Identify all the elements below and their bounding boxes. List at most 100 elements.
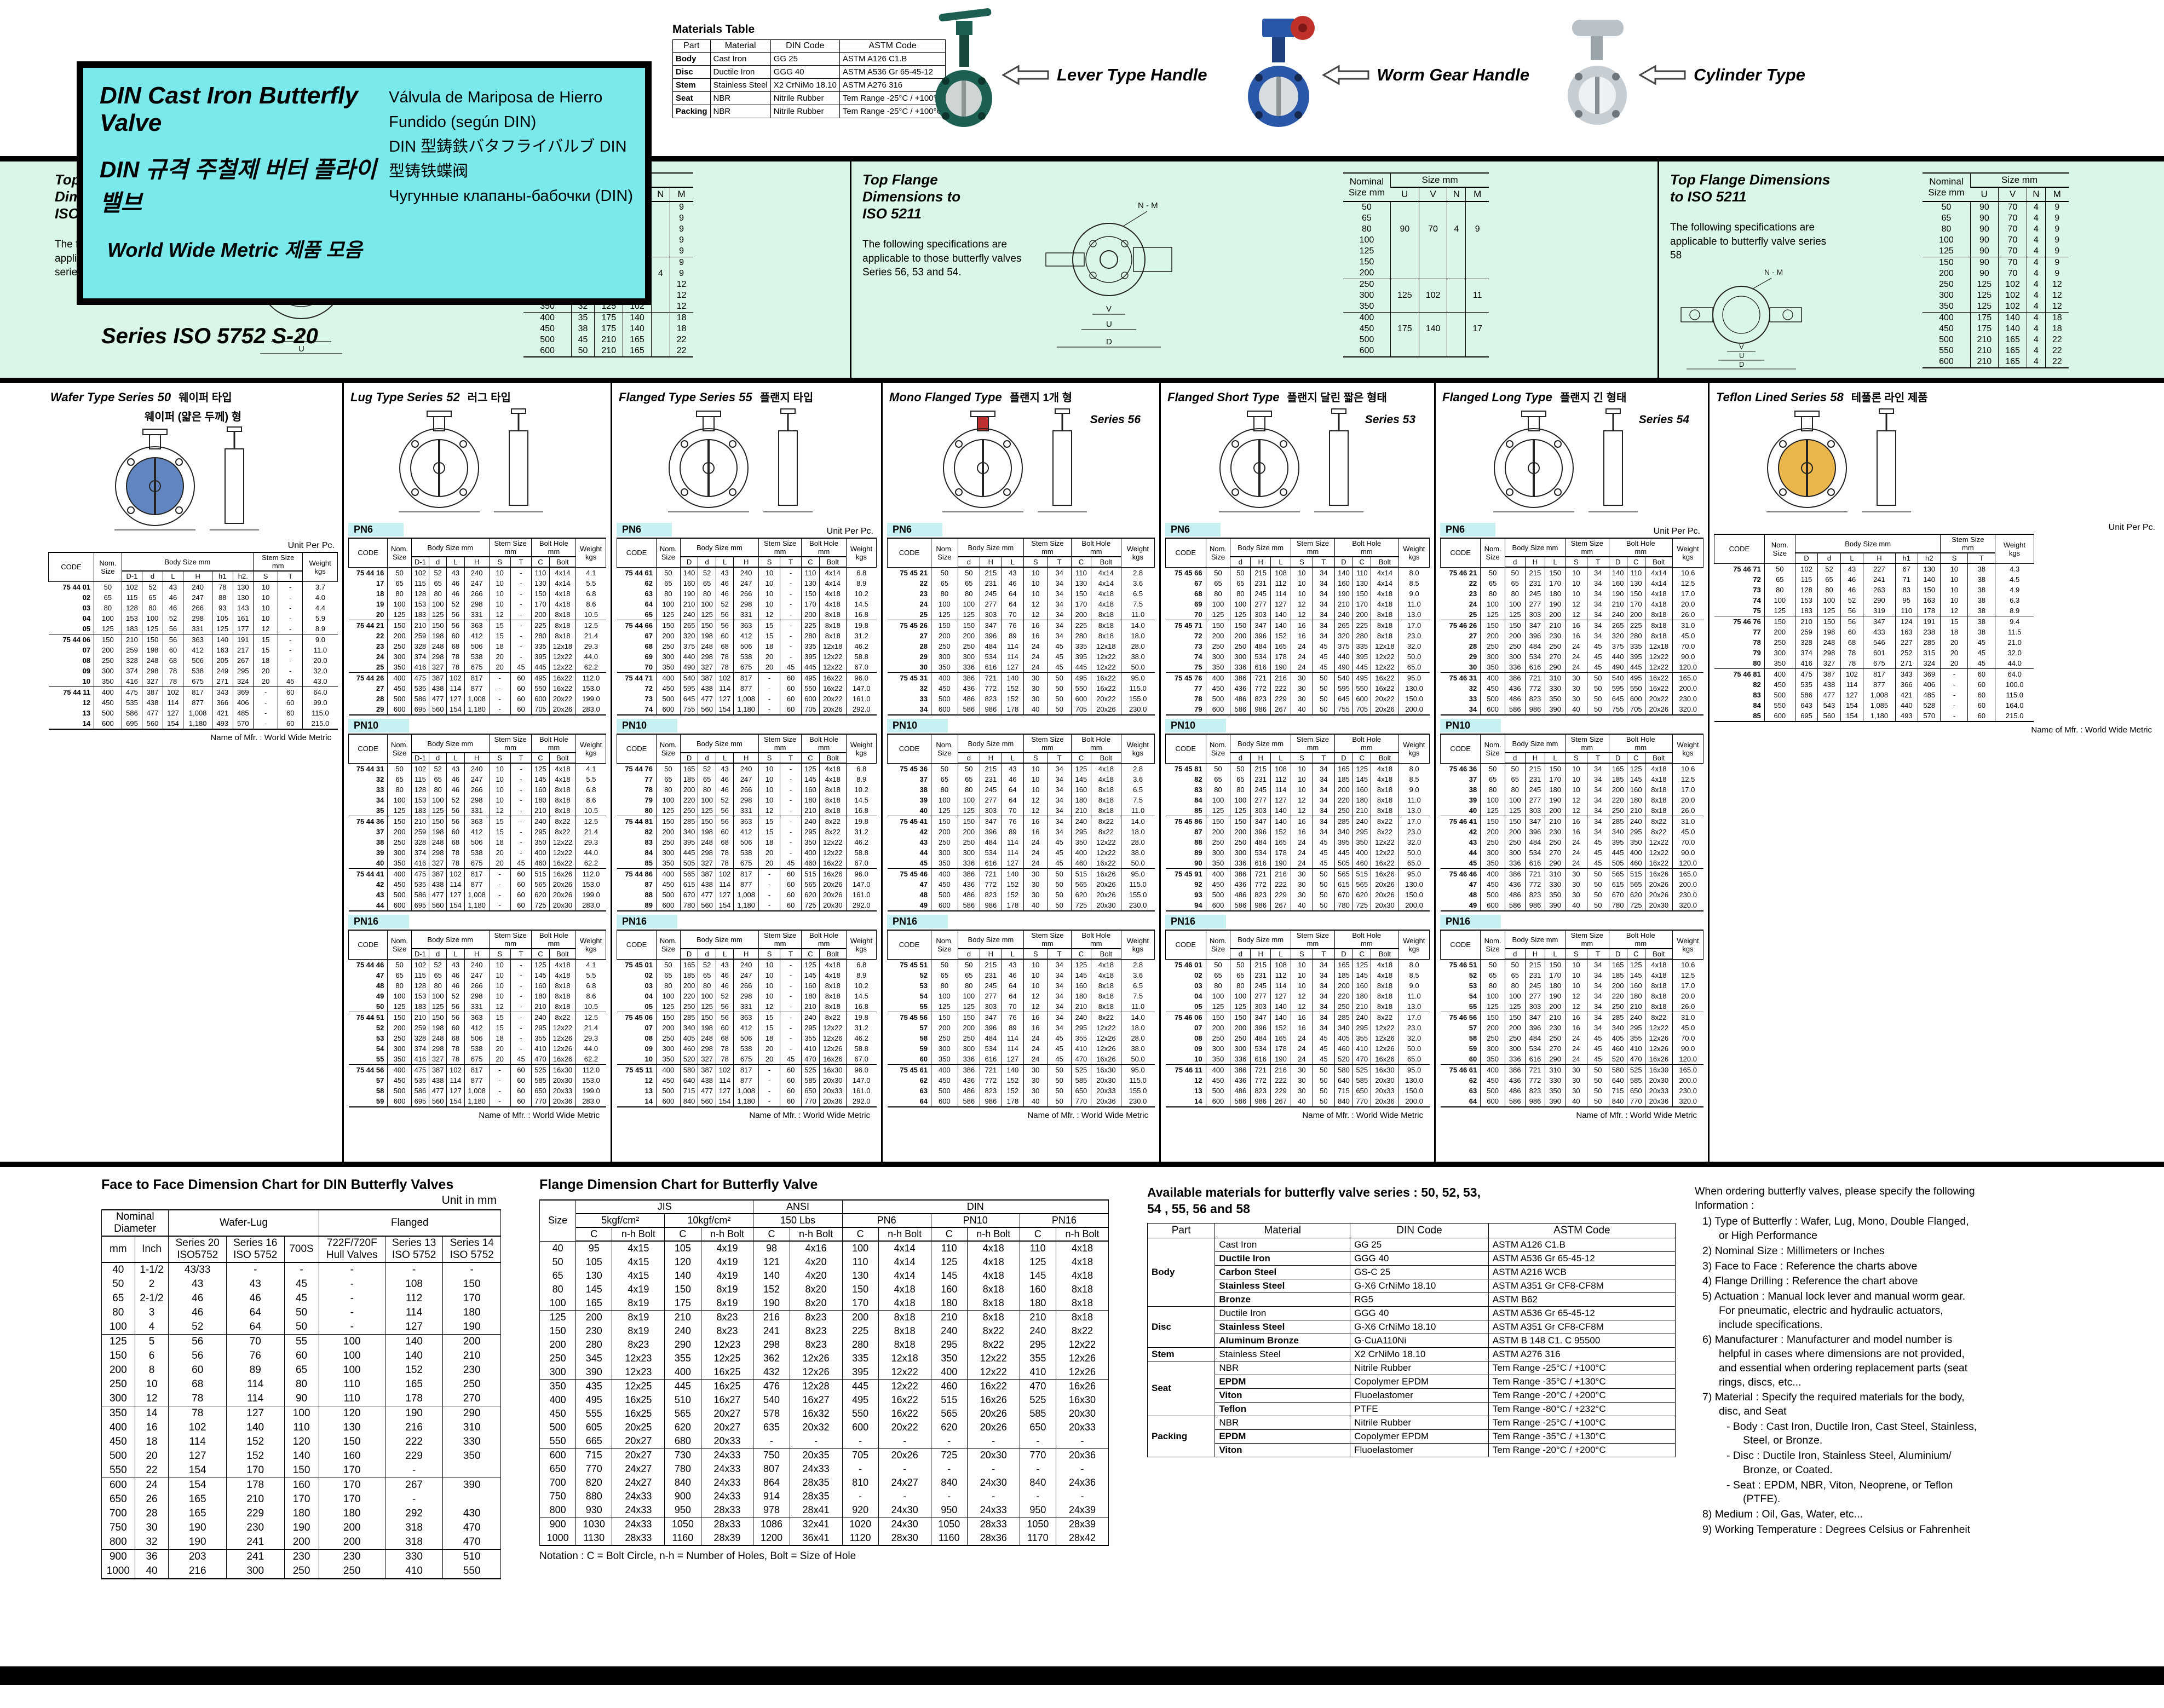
cell: 198	[698, 631, 716, 641]
table-row: 84 550 643 543 154 1,085 440 528-60 164.0	[1714, 700, 2034, 711]
cell: 375	[1334, 641, 1353, 651]
cell: 17.0	[1398, 620, 1430, 631]
cell: 484	[1524, 641, 1545, 651]
cell: 560	[1817, 711, 1841, 722]
cell: Packing	[1147, 1415, 1216, 1457]
cell: 4x18	[1644, 774, 1673, 784]
cell: 210	[1626, 805, 1645, 816]
cell: 12x22	[1371, 847, 1399, 858]
catalog-columns: Wafer Type Series 50 웨이퍼 타입 웨이퍼 (얇은 두께) 형…	[0, 383, 2164, 1167]
cell: 34	[1047, 991, 1072, 1001]
cell: 36	[134, 1549, 169, 1564]
cell: 30	[134, 1521, 169, 1535]
cell: Seat	[1147, 1360, 1216, 1416]
cell: 280	[575, 1338, 613, 1352]
cell: 28	[1469, 642, 1477, 650]
cell: -	[318, 1320, 385, 1335]
cell: 347	[1524, 1012, 1545, 1023]
cell: 250	[94, 655, 122, 666]
cell: 350	[1205, 662, 1230, 673]
cell: 72	[1753, 575, 1761, 584]
table-row: 57 200 200 396 230 16 34 340 295 12x22 45.0	[1441, 1023, 1703, 1033]
cell: -	[510, 1023, 532, 1033]
cell: 10	[1564, 959, 1587, 970]
column-header: Bolt Hole mm	[1334, 734, 1399, 753]
cell: 34	[1586, 991, 1609, 1001]
cell: 160	[801, 784, 820, 795]
cell: 150	[1071, 588, 1091, 599]
cell: 34	[1047, 827, 1072, 837]
cell: 175	[1970, 324, 1999, 334]
table-row: 88 250 250 484 165 24 45 395 350 12x22 32.0	[1166, 837, 1430, 847]
cell: 183	[121, 624, 142, 634]
cell: 8x19	[700, 1296, 754, 1311]
cell: 18	[376, 590, 384, 598]
cell: 303	[1524, 609, 1545, 620]
ordering-item: 1) Type of Butterfly : Wafer, Lug, Mono,…	[1702, 1215, 1969, 1242]
column-header: CODE	[1165, 538, 1206, 568]
cell: 65	[1205, 774, 1230, 784]
cell: 161.0	[845, 1086, 877, 1096]
cell: 75 45 51	[900, 960, 928, 969]
cell: 80	[1205, 588, 1230, 599]
data-table: CODE Nom. Size Body Size mm Stem Size mm Bol…	[1440, 930, 1704, 1107]
cell: 110	[801, 567, 820, 578]
cell: 62.2	[575, 1054, 606, 1065]
table-row: 69 100 100 277 127 12 34 210 170 4x18 11.0	[1166, 599, 1430, 609]
cell: 200	[1230, 827, 1251, 837]
cell: 4	[2026, 301, 2046, 313]
table-row: 23 80 80 245 64 10 34 150 4x18 6.5	[888, 588, 1155, 599]
column-header: C	[1071, 948, 1092, 960]
cell: 78	[446, 651, 464, 662]
column-header: CODE	[1165, 734, 1206, 764]
cell: 266	[183, 603, 212, 613]
cell: 215	[1524, 567, 1545, 578]
column-header: L	[446, 948, 465, 960]
cell: 180	[1545, 784, 1566, 795]
cell: 30	[1023, 890, 1048, 900]
cell: 450	[930, 1075, 958, 1086]
cell: 12x26	[1091, 1033, 1121, 1043]
cell: 43	[715, 763, 734, 774]
cell: 32x41	[789, 1517, 843, 1531]
cell: 600	[1923, 356, 1970, 368]
cell: 445	[1334, 847, 1353, 858]
cell: 8x22	[1091, 1012, 1121, 1023]
cell: 160	[680, 578, 698, 588]
cell: 45.0	[1672, 827, 1703, 837]
cell: 30	[1290, 1064, 1313, 1075]
cell: 16x30	[1055, 1393, 1109, 1407]
table-row: 200	[1343, 268, 1489, 279]
cell: -	[753, 1434, 790, 1449]
table-row: 28 250 250 484 114 24 45 335 12x18 28.0	[888, 641, 1155, 651]
cell: 100	[655, 795, 681, 805]
cell: 8x18	[1091, 805, 1121, 816]
table-row: 74 600 755 560 154 1,180-60 705 20x26 292.0	[617, 704, 877, 715]
cell: 4x18	[1371, 588, 1399, 599]
cell: 438	[698, 1075, 716, 1086]
cell: 180	[1545, 980, 1566, 991]
table-row: 60 350 336 616 290 24 45 520 470 16x26 120.0	[1440, 1054, 1703, 1065]
cell: 10	[1290, 959, 1313, 970]
cell: 125	[94, 624, 122, 634]
column-header: DIN Code	[770, 39, 840, 53]
cell: 200	[842, 1310, 879, 1324]
table-row: 84 300 445 298 78 538 20-400 12x22 58.8	[617, 847, 877, 858]
cell: 505	[680, 858, 698, 869]
cell: 45	[1440, 858, 1481, 869]
cell: 60	[446, 827, 464, 837]
cell: 40	[348, 858, 388, 869]
column-header: H	[1524, 752, 1546, 764]
panel-title: Top Flange Dimensions to ISO 5211	[1670, 171, 1831, 205]
cell: 10	[758, 578, 780, 588]
cell: 100	[957, 795, 980, 805]
cell: 154	[1840, 711, 1863, 722]
table-row: 900 1030 24x33 1050 28x33 1086 32x41 1020 24x30 1…	[539, 1517, 1109, 1531]
cell: 24x30	[878, 1517, 931, 1531]
cell	[1390, 213, 1419, 224]
cell: 12	[644, 1076, 653, 1084]
table-row: 10 350 520 327 78 675 20 45 470 16x26 67.0	[617, 1054, 877, 1065]
table-row: 50 2 43 43 45-108 150	[101, 1277, 501, 1291]
cell: 340	[1608, 1023, 1627, 1033]
cell: ASTM A536 Gr 65-45-12	[1488, 1306, 1676, 1320]
